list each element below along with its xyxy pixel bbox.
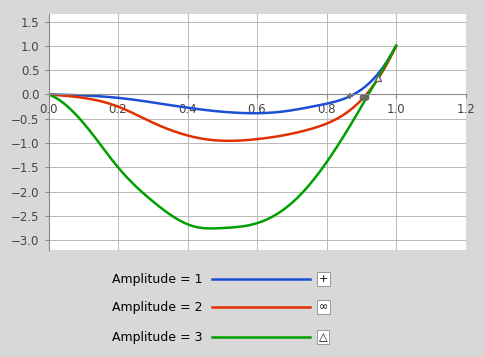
Text: Amplitude = 1: Amplitude = 1 — [112, 272, 202, 286]
Text: △: △ — [318, 332, 327, 342]
Text: ∞: ∞ — [318, 302, 327, 312]
Text: +: + — [318, 274, 328, 284]
Text: Amplitude = 3: Amplitude = 3 — [112, 331, 202, 343]
Text: Amplitude = 2: Amplitude = 2 — [112, 301, 202, 313]
